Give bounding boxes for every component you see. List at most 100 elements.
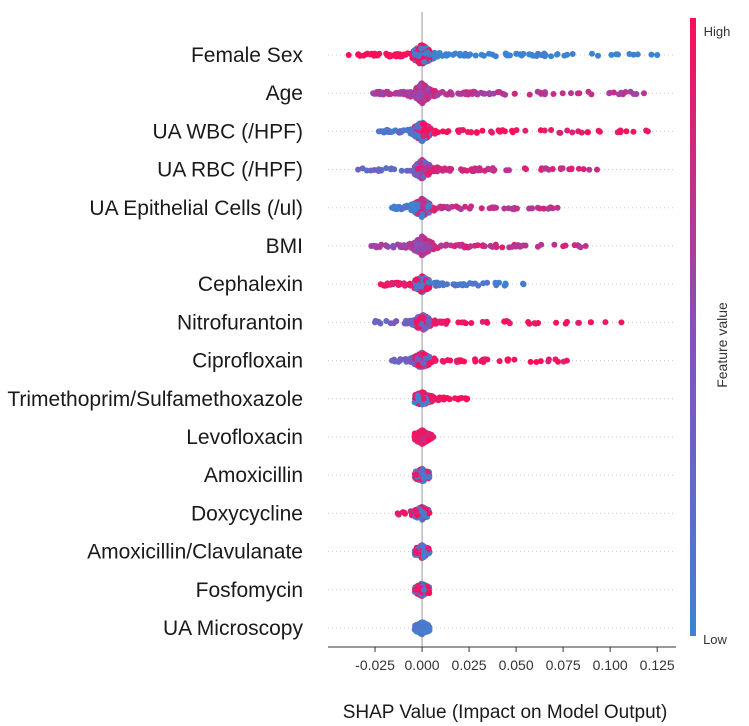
shap-point bbox=[413, 285, 420, 292]
shap-point bbox=[418, 320, 425, 327]
shap-point bbox=[644, 128, 651, 135]
shap-point bbox=[553, 319, 560, 326]
shap-point bbox=[555, 358, 561, 365]
colorbar bbox=[690, 18, 696, 636]
shap-point bbox=[478, 51, 485, 58]
colorbar-title: Feature value bbox=[714, 302, 730, 388]
x-tick-label: 0.075 bbox=[546, 657, 581, 673]
shap-point bbox=[437, 204, 444, 211]
shap-point bbox=[451, 243, 458, 250]
shap-point bbox=[419, 203, 426, 210]
shap-point bbox=[423, 285, 430, 292]
shap-point bbox=[623, 128, 630, 135]
shap-point bbox=[580, 166, 587, 173]
shap-point bbox=[420, 548, 427, 555]
shap-point bbox=[394, 51, 401, 58]
feature-label: UA RBC (/HPF) bbox=[157, 159, 303, 182]
shap-point bbox=[468, 320, 475, 326]
shap-point bbox=[413, 625, 419, 632]
shap-point bbox=[402, 356, 409, 362]
shap-point bbox=[418, 90, 424, 97]
x-tick-label: 0.125 bbox=[640, 657, 675, 673]
shap-point bbox=[537, 358, 544, 365]
shap-point bbox=[432, 358, 439, 364]
shap-point bbox=[456, 395, 463, 402]
shap-point bbox=[411, 51, 418, 58]
shap-point bbox=[496, 358, 503, 365]
shap-point bbox=[516, 243, 523, 250]
shap-point bbox=[518, 52, 525, 59]
shap-point bbox=[419, 167, 426, 173]
shap-point bbox=[419, 314, 426, 321]
shap-point bbox=[397, 357, 404, 364]
shap-point bbox=[444, 203, 451, 210]
feature-label: Cephalexin bbox=[198, 273, 303, 296]
shap-point bbox=[420, 360, 427, 367]
feature-label: Nitrofurantoin bbox=[177, 311, 303, 334]
shap-point bbox=[466, 89, 473, 96]
feature-row-points bbox=[345, 42, 661, 67]
shap-point bbox=[443, 52, 450, 59]
shap-point bbox=[459, 281, 466, 288]
feature-label: Fosfomycin bbox=[196, 579, 303, 602]
shap-point bbox=[531, 320, 538, 327]
shap-point bbox=[345, 52, 352, 58]
shap-point bbox=[383, 165, 390, 172]
shap-point bbox=[548, 53, 555, 60]
shap-point bbox=[585, 129, 591, 136]
feature-label: Doxycycline bbox=[191, 502, 303, 525]
shap-point bbox=[412, 507, 419, 513]
shap-point bbox=[398, 167, 405, 174]
feature-row-points bbox=[411, 619, 433, 638]
shap-point bbox=[514, 205, 520, 212]
shap-point bbox=[569, 129, 576, 136]
shap-point bbox=[564, 318, 570, 325]
shap-point bbox=[541, 127, 548, 134]
shap-point bbox=[385, 127, 392, 134]
shap-point bbox=[425, 317, 432, 324]
shap-point bbox=[617, 127, 623, 134]
shap-point bbox=[481, 356, 488, 363]
shap-point bbox=[413, 318, 420, 325]
shap-point bbox=[574, 90, 581, 97]
shap-point bbox=[390, 320, 397, 327]
shap-point bbox=[420, 625, 427, 631]
shap-point bbox=[473, 129, 480, 136]
shap-point bbox=[491, 204, 498, 211]
shap-point bbox=[370, 90, 377, 97]
shap-point bbox=[389, 204, 395, 211]
shap-point bbox=[511, 356, 518, 363]
shap-point bbox=[395, 129, 402, 136]
shap-point bbox=[520, 281, 527, 288]
shap-point bbox=[502, 50, 509, 57]
shap-point bbox=[408, 201, 415, 208]
shap-point bbox=[420, 543, 426, 550]
shap-point bbox=[450, 51, 456, 58]
shap-point bbox=[489, 129, 495, 136]
shap-point bbox=[589, 50, 595, 57]
shap-point bbox=[501, 318, 508, 325]
shap-point bbox=[457, 127, 464, 134]
shap-point bbox=[478, 205, 485, 212]
shap-point bbox=[409, 318, 416, 325]
shap-point bbox=[419, 390, 426, 396]
shap-point bbox=[418, 214, 425, 220]
shap-point bbox=[568, 90, 574, 97]
shap-point bbox=[424, 203, 431, 210]
shap-point bbox=[522, 127, 529, 134]
feature-label: Trimethoprim/Sulfamethoxazole bbox=[7, 388, 303, 411]
shap-point bbox=[545, 358, 552, 365]
shap-point bbox=[545, 205, 552, 212]
feature-label: Levofloxacin bbox=[186, 426, 303, 449]
shap-point bbox=[616, 91, 622, 98]
feature-label: Age bbox=[266, 82, 303, 105]
shap-point bbox=[367, 167, 374, 174]
shap-point bbox=[426, 473, 433, 480]
shap-point bbox=[383, 50, 390, 57]
shap-point bbox=[450, 281, 457, 288]
x-tick-label: 0.100 bbox=[593, 657, 628, 673]
shap-point bbox=[474, 242, 481, 249]
shap-point bbox=[426, 169, 433, 176]
shap-point bbox=[448, 166, 455, 172]
shap-point bbox=[571, 242, 578, 249]
